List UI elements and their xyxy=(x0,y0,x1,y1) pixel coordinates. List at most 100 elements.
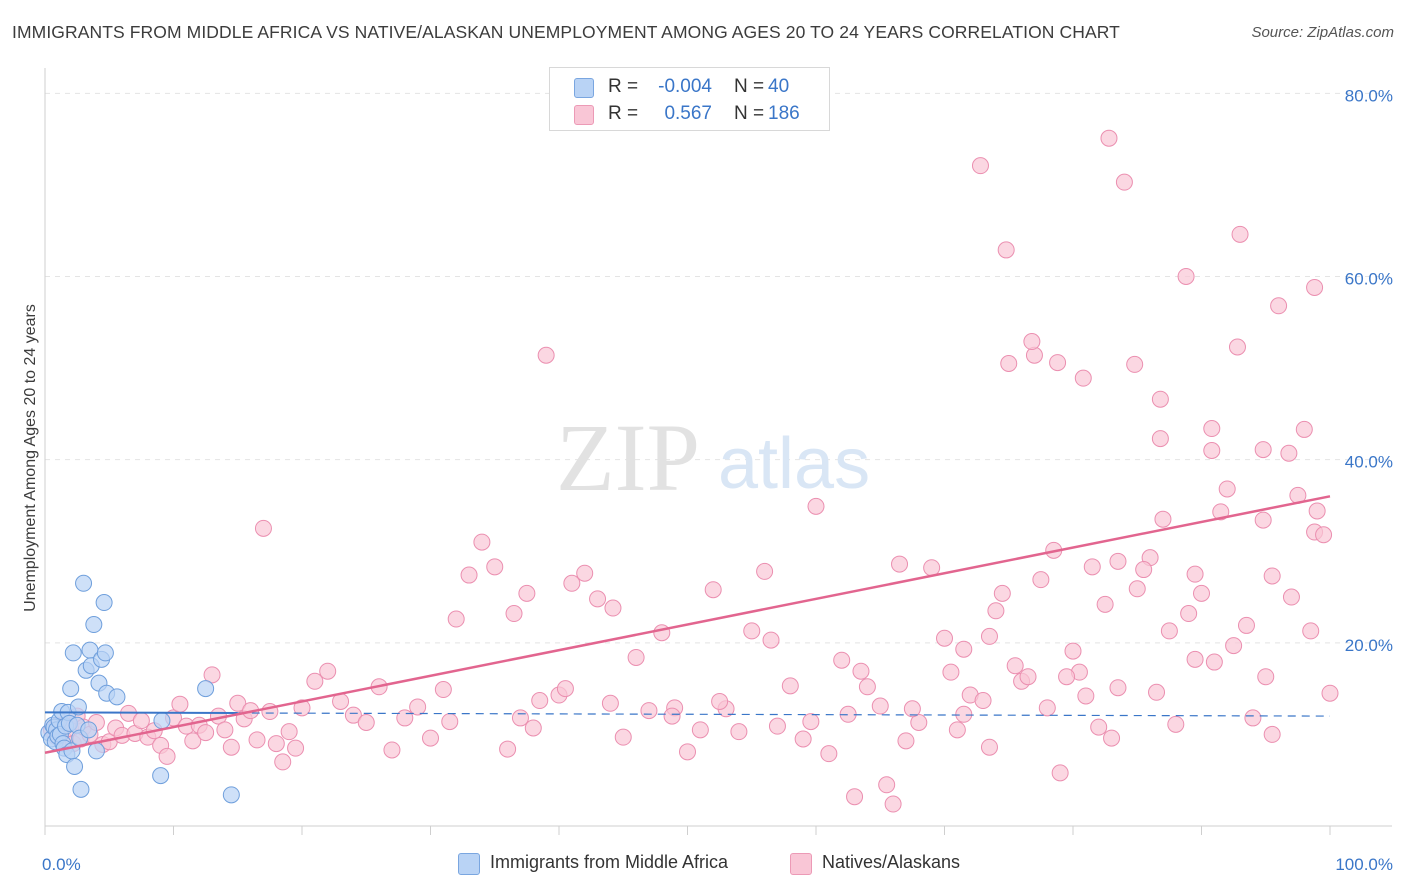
natives-point xyxy=(1103,729,1121,747)
natives-point xyxy=(197,724,215,742)
natives-point xyxy=(344,706,362,724)
immigrants-point xyxy=(75,574,93,592)
natives-point xyxy=(897,732,915,750)
natives-point xyxy=(1160,622,1178,640)
natives-point xyxy=(1205,653,1223,671)
natives-point xyxy=(802,713,820,731)
natives-point xyxy=(1257,668,1275,686)
natives-point xyxy=(1180,605,1198,623)
natives-point xyxy=(1186,650,1204,668)
legend-r-label: R = xyxy=(608,76,639,97)
immigrants-point xyxy=(62,680,80,698)
natives-point xyxy=(1148,683,1166,701)
immigrants-trend-dashed xyxy=(237,712,1331,717)
natives-point xyxy=(254,519,272,537)
natives-point xyxy=(486,558,504,576)
immigrants-point xyxy=(153,712,171,730)
natives-point xyxy=(640,702,658,720)
legend-n-label: N = xyxy=(734,76,765,97)
natives-point xyxy=(730,723,748,741)
natives-point xyxy=(229,694,247,712)
natives-point xyxy=(997,241,1015,259)
natives-point xyxy=(203,666,221,684)
natives-point xyxy=(1109,552,1127,570)
natives-point xyxy=(794,730,812,748)
watermark: ZIP atlas xyxy=(556,404,870,511)
natives-point xyxy=(1315,526,1333,544)
natives-point xyxy=(1128,580,1146,598)
y-tick-label: 40.0% xyxy=(1345,453,1393,472)
natives-point xyxy=(1228,338,1246,356)
natives-point xyxy=(1218,480,1236,498)
natives-point xyxy=(422,729,439,747)
natives-point xyxy=(993,584,1011,602)
immigrants-points xyxy=(40,574,240,804)
natives-point xyxy=(653,624,671,642)
natives-point xyxy=(441,713,459,731)
natives-point xyxy=(948,721,966,739)
natives-point xyxy=(903,700,921,718)
natives-point xyxy=(184,732,202,750)
immigrants-point xyxy=(108,688,126,706)
natives-point xyxy=(1154,510,1172,528)
watermark-zip: ZIP xyxy=(556,404,700,511)
natives-point xyxy=(319,662,337,680)
immigrants-point xyxy=(80,721,98,739)
natives-point xyxy=(1006,657,1024,675)
natives-point xyxy=(158,747,176,765)
immigrants-point xyxy=(64,644,82,662)
natives-point xyxy=(222,738,240,756)
natives-point xyxy=(1186,565,1204,583)
immigrants-point xyxy=(69,698,87,716)
x-tick-label: 0.0% xyxy=(42,855,81,874)
natives-point xyxy=(306,672,324,690)
natives-point xyxy=(537,346,555,364)
bottom-legend-label: Immigrants from Middle Africa xyxy=(490,852,729,872)
natives-point xyxy=(447,610,465,628)
grid-lines xyxy=(45,92,1392,644)
natives-point xyxy=(518,584,536,602)
natives-point xyxy=(531,692,549,710)
natives-point xyxy=(280,723,298,741)
natives-point xyxy=(216,721,234,739)
natives-point xyxy=(1151,390,1169,408)
natives-point xyxy=(604,599,622,617)
immigrants-point xyxy=(87,742,105,760)
natives-point xyxy=(923,559,941,577)
natives-point xyxy=(852,662,870,680)
natives-point xyxy=(396,709,414,727)
immigrants-point xyxy=(197,680,215,698)
natives-point xyxy=(1306,278,1324,296)
y-tick-label: 80.0% xyxy=(1345,86,1393,105)
natives-point xyxy=(1237,616,1255,634)
natives-point xyxy=(563,574,581,592)
natives-point xyxy=(1126,355,1144,373)
legend-r-value: -0.004 xyxy=(658,76,712,97)
trend-lines xyxy=(44,495,1331,754)
natives-point xyxy=(955,640,973,658)
natives-point xyxy=(287,739,305,757)
natives-point xyxy=(980,627,998,645)
natives-point xyxy=(1321,684,1339,702)
natives-point xyxy=(980,738,998,756)
natives-point xyxy=(601,694,619,712)
x-tick-label: 100.0% xyxy=(1335,855,1393,874)
natives-point xyxy=(627,648,645,666)
natives-point xyxy=(871,697,889,715)
natives-point xyxy=(1193,584,1210,602)
natives-point xyxy=(891,555,909,573)
natives-point xyxy=(663,707,681,725)
natives-point xyxy=(1135,561,1153,579)
immigrants-point xyxy=(95,594,113,612)
natives-point xyxy=(460,566,478,584)
natives-point xyxy=(711,692,729,710)
natives-point xyxy=(1263,567,1281,585)
natives-point xyxy=(132,712,150,730)
natives-point xyxy=(910,714,928,732)
natives-point xyxy=(473,533,491,551)
natives-point xyxy=(679,743,696,761)
natives-trend-line xyxy=(44,495,1331,754)
natives-point xyxy=(1049,354,1067,372)
natives-point xyxy=(1254,511,1272,529)
